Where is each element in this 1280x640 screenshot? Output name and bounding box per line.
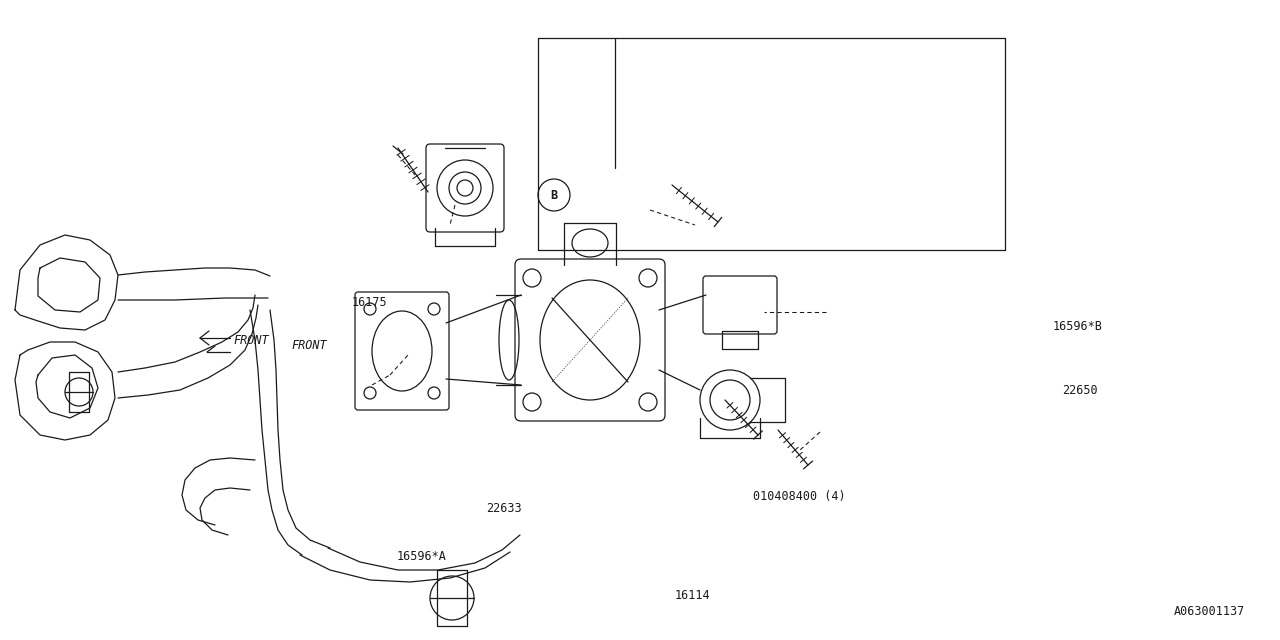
Text: FRONT: FRONT [292,339,328,352]
Text: 22650: 22650 [1062,384,1098,397]
Text: 22633: 22633 [486,502,522,515]
Text: 16596*A: 16596*A [397,550,447,563]
Text: B: B [550,189,558,202]
Text: A063001137: A063001137 [1174,605,1245,618]
Text: 010408400 (4): 010408400 (4) [753,490,845,502]
Text: FRONT: FRONT [233,333,269,346]
Text: 16114: 16114 [675,589,710,602]
Text: 16175: 16175 [352,296,388,308]
Text: 16596*B: 16596*B [1052,320,1102,333]
